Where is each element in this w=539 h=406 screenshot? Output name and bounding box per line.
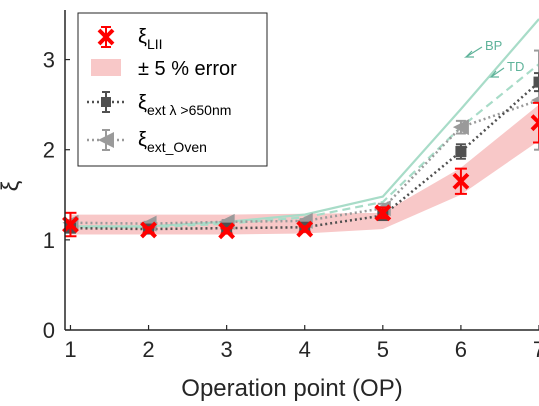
legend-marker-lii — [97, 26, 115, 48]
y-axis-label: ξ — [0, 180, 24, 191]
legend-label-ext-oven: ξext_Oven — [138, 129, 207, 155]
marker-triangle — [452, 119, 469, 136]
series-layer — [62, 49, 539, 240]
marker-triangle — [98, 132, 114, 148]
legend-swatch-error-band — [91, 59, 121, 76]
legend-entry-ext-lambda: ξext λ >650nm — [87, 91, 231, 118]
data-point-lii — [140, 221, 157, 239]
legend-label-error-band: ± 5 % error — [138, 58, 237, 80]
data-point-lii — [452, 167, 470, 195]
error-band-layer — [70, 104, 539, 235]
data-point-ext-lambda — [533, 72, 539, 93]
marker-square — [533, 76, 539, 88]
legend: ξLII ± 5 % error ξext λ >650nm ξext_Oven — [77, 12, 268, 167]
data-point-lii — [530, 101, 539, 144]
legend-label-lii: ξLII — [138, 26, 163, 52]
annotation-bp: BP — [485, 38, 502, 53]
annotation-td: TD — [507, 59, 524, 74]
annotation-td-arrow — [489, 67, 505, 78]
marker-x — [296, 220, 314, 238]
data-point-lii — [374, 204, 392, 222]
y-tick-label: 2 — [43, 138, 55, 163]
legend-entry-error-band: ± 5 % error — [91, 58, 237, 80]
marker-square — [455, 146, 467, 158]
y-tick-label: 0 — [43, 318, 55, 343]
legend-label-ext-lambda: ξext λ >650nm — [138, 92, 231, 118]
axes-layer — [64, 10, 539, 331]
x-tick-label: 6 — [455, 337, 467, 362]
legend-marker-ext-oven — [87, 129, 126, 151]
data-point-lii — [62, 211, 79, 238]
y-tick-label: 3 — [43, 48, 55, 73]
marker-x — [374, 204, 392, 222]
marker-x — [530, 114, 539, 132]
annotations: BP TD — [463, 38, 524, 78]
marker-x — [62, 216, 79, 233]
marker-x — [140, 221, 157, 239]
marker-square — [101, 97, 111, 107]
x-tick-label: 4 — [299, 337, 311, 362]
annotation-bp-arrow — [463, 46, 483, 58]
data-point-ext-oven — [452, 119, 469, 136]
legend-entry-ext-oven: ξext_Oven — [87, 129, 207, 155]
marker-x — [452, 172, 470, 190]
x-axis-label: Operation point (OP) — [181, 375, 402, 402]
legend-marker-ext-lambda — [87, 91, 126, 113]
marker-x — [218, 222, 236, 240]
legend-entry-lii: ξLII — [97, 26, 163, 52]
x-tick-label: 3 — [221, 337, 233, 362]
x-ticks: 1 2 3 4 5 6 7 — [64, 325, 539, 362]
x-tick-label: 5 — [377, 337, 389, 362]
data-point-lii — [218, 222, 236, 240]
x-tick-label: 7 — [533, 337, 539, 362]
error-band — [70, 104, 539, 235]
data-point-lii — [296, 220, 314, 238]
y-ticks: 0 1 2 3 — [43, 48, 70, 343]
x-tick-label: 2 — [142, 337, 154, 362]
x-tick-label: 1 — [64, 337, 76, 362]
y-tick-label: 1 — [43, 228, 55, 253]
data-point-ext-lambda — [455, 143, 467, 160]
